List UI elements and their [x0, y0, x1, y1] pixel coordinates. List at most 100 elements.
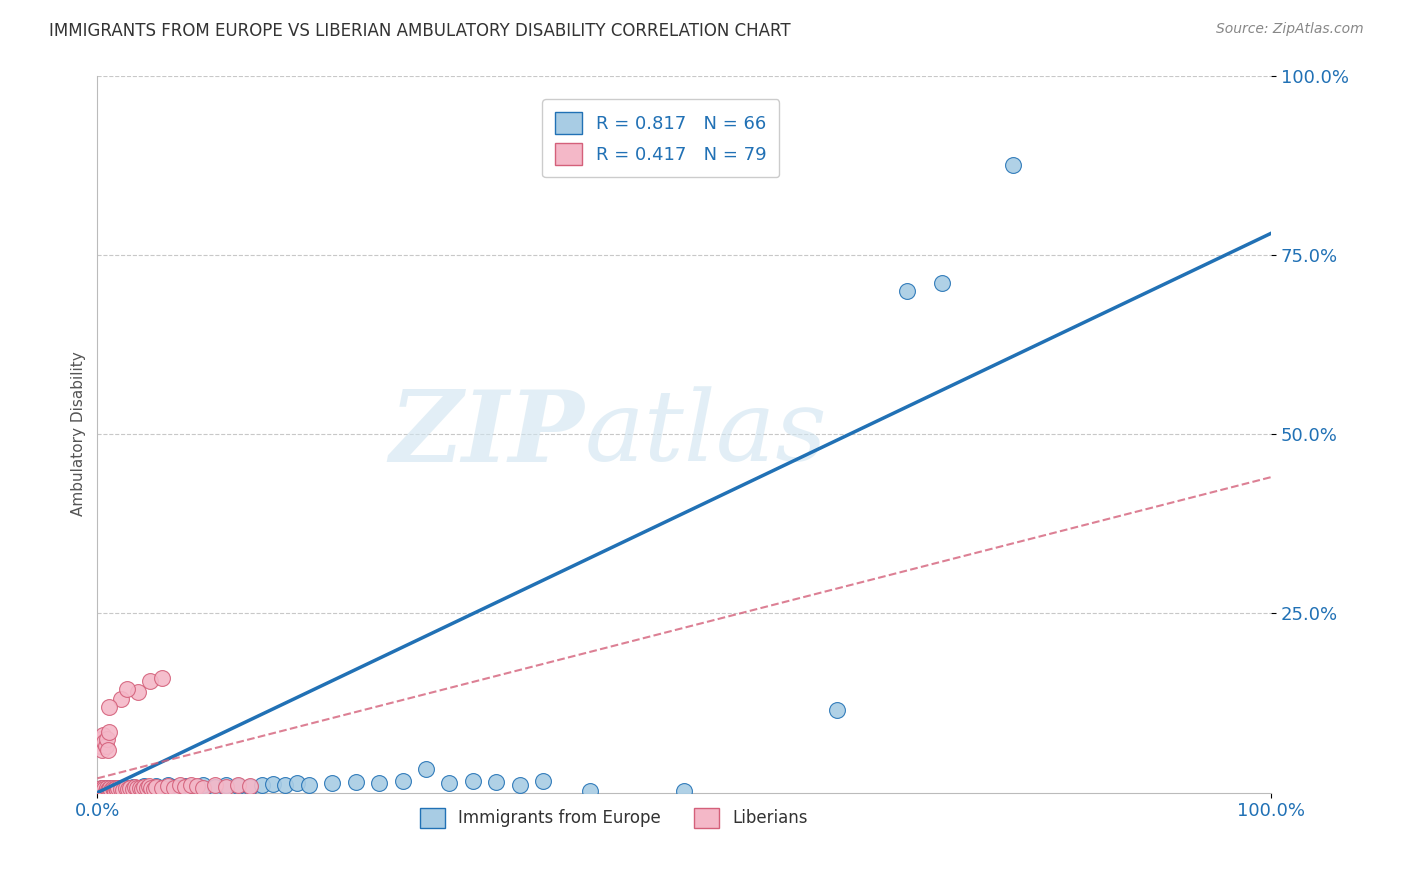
Point: [98, 780, 121, 795]
Point: [98, 781, 121, 796]
Point: [89, 782, 111, 797]
Point: [368, 775, 391, 789]
Point: [180, 780, 202, 795]
Point: [239, 779, 262, 793]
Point: [439, 775, 461, 789]
Point: [931, 277, 953, 291]
Point: [673, 784, 696, 798]
Point: [94, 739, 117, 753]
Point: [110, 783, 132, 797]
Point: [226, 778, 249, 792]
Point: [100, 780, 122, 795]
Text: atlas: atlas: [585, 386, 827, 482]
Point: [131, 782, 153, 797]
Point: [191, 780, 214, 795]
Point: [105, 782, 128, 797]
Point: [97, 783, 120, 797]
Point: [108, 782, 131, 797]
Point: [90, 783, 112, 797]
Point: [174, 779, 197, 793]
Point: [114, 782, 136, 797]
Point: [138, 782, 160, 797]
Point: [117, 782, 139, 797]
Point: [101, 782, 124, 797]
Point: [107, 780, 129, 795]
Point: [87, 784, 110, 798]
Point: [93, 735, 115, 749]
Point: [135, 781, 157, 796]
Point: [141, 780, 163, 795]
Point: [110, 692, 132, 706]
Point: [131, 782, 153, 797]
Point: [91, 784, 114, 798]
Point: [96, 782, 118, 797]
Point: [298, 778, 321, 792]
Point: [825, 703, 848, 717]
Point: [128, 780, 150, 795]
Point: [107, 782, 129, 797]
Point: [105, 782, 128, 797]
Point: [89, 783, 111, 797]
Point: [124, 780, 146, 794]
Point: [93, 783, 115, 797]
Point: [105, 781, 128, 796]
Point: [117, 780, 139, 795]
Point: [215, 780, 238, 794]
Point: [262, 777, 284, 791]
Point: [250, 779, 273, 793]
Text: Source: ZipAtlas.com: Source: ZipAtlas.com: [1216, 22, 1364, 37]
Point: [156, 779, 179, 793]
Point: [127, 782, 149, 797]
Point: [105, 780, 128, 795]
Point: [180, 778, 202, 792]
Point: [110, 781, 132, 796]
Point: [121, 782, 143, 797]
Point: [104, 783, 127, 797]
Point: [124, 781, 146, 796]
Point: [91, 780, 114, 795]
Point: [485, 775, 508, 789]
Y-axis label: Ambulatory Disability: Ambulatory Disability: [72, 351, 86, 516]
Point: [344, 775, 367, 789]
Point: [93, 782, 115, 797]
Point: [98, 783, 121, 797]
Point: [104, 781, 127, 796]
Text: ZIP: ZIP: [389, 386, 585, 483]
Point: [186, 779, 208, 793]
Point: [191, 779, 214, 793]
Point: [204, 779, 226, 793]
Point: [139, 674, 162, 689]
Point: [98, 782, 121, 797]
Point: [531, 774, 554, 789]
Point: [91, 782, 114, 797]
Point: [121, 780, 143, 794]
Point: [391, 774, 413, 789]
Point: [415, 762, 437, 776]
Point: [135, 781, 157, 796]
Point: [103, 783, 125, 797]
Point: [141, 780, 163, 795]
Point: [163, 780, 186, 795]
Point: [150, 781, 173, 796]
Point: [96, 731, 118, 746]
Point: [108, 783, 131, 797]
Point: [100, 782, 122, 797]
Point: [97, 782, 120, 797]
Point: [98, 699, 121, 714]
Point: [91, 728, 114, 742]
Point: [579, 783, 602, 797]
Point: [103, 782, 125, 797]
Point: [101, 782, 124, 797]
Point: [204, 780, 226, 794]
Point: [145, 779, 167, 793]
Point: [285, 776, 308, 790]
Point: [105, 782, 128, 797]
Point: [94, 782, 117, 797]
Point: [274, 779, 297, 793]
Point: [215, 778, 238, 792]
Point: [90, 731, 112, 746]
Point: [127, 781, 149, 796]
Point: [94, 782, 117, 797]
Text: IMMIGRANTS FROM EUROPE VS LIBERIAN AMBULATORY DISABILITY CORRELATION CHART: IMMIGRANTS FROM EUROPE VS LIBERIAN AMBUL…: [49, 22, 790, 40]
Point: [142, 782, 165, 797]
